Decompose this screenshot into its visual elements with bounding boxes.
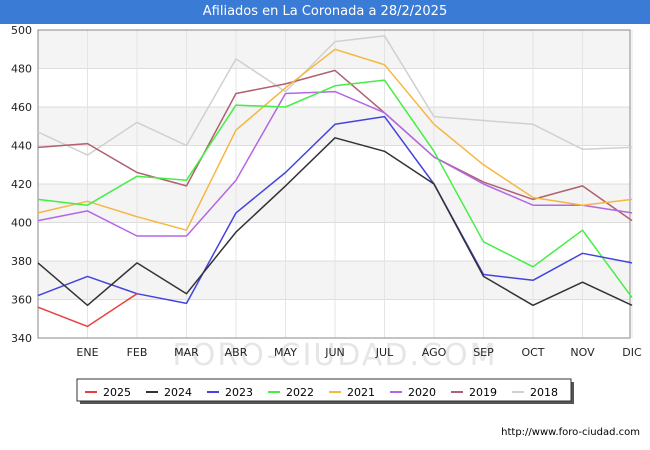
grid-lines — [38, 29, 633, 339]
legend-label-2018: 2018 — [530, 386, 558, 399]
chart-title: Afiliados en La Coronada a 28/2/2025 — [0, 0, 650, 24]
series-line-2020 — [37, 90, 633, 237]
series-line-2019 — [37, 69, 633, 222]
y-tick-label: 420 — [11, 178, 32, 191]
y-tick-label: 360 — [11, 294, 32, 307]
x-tick-label: SEP — [473, 346, 494, 359]
legend-label-2022: 2022 — [286, 386, 314, 399]
y-tick-label: 380 — [11, 255, 32, 268]
plot-frame — [37, 29, 631, 339]
y-tick-label: 460 — [11, 101, 32, 114]
legend-label-2024: 2024 — [164, 386, 192, 399]
watermark: FORO-CIUDAD.COM — [173, 338, 498, 373]
x-tick-label: ABR — [225, 346, 248, 359]
x-tick-label: DIC — [622, 346, 642, 359]
legend-label-2021: 2021 — [347, 386, 375, 399]
x-tick-label: OCT — [521, 346, 544, 359]
legend-label-2019: 2019 — [469, 386, 497, 399]
y-tick-label: 340 — [11, 332, 32, 345]
legend-label-2020: 2020 — [408, 386, 436, 399]
x-tick-label: ENE — [76, 346, 98, 359]
x-tick-label: JUL — [375, 346, 394, 359]
y-axis-ticks: 340 360 380 400 420 440 460 480 500 — [11, 24, 32, 345]
series-line-2022 — [37, 79, 633, 299]
legend: 2025 2024 2023 2022 2021 2020 2019 2018 — [76, 378, 574, 404]
plot-band — [38, 261, 630, 300]
x-tick-label: MAY — [274, 346, 297, 359]
x-tick-label: MAR — [174, 346, 199, 359]
legend-label-2023: 2023 — [225, 386, 253, 399]
series-line-2021 — [37, 48, 633, 231]
y-tick-label: 400 — [11, 217, 32, 230]
legend-box — [76, 378, 572, 402]
x-tick-label: JUN — [324, 346, 345, 359]
series-line-2025 — [37, 293, 138, 328]
y-tick-label: 440 — [11, 140, 32, 153]
series-lines — [37, 35, 633, 328]
x-tick-label: AGO — [422, 346, 447, 359]
legend-label-2025: 2025 — [103, 386, 131, 399]
series-line-2018 — [37, 35, 633, 156]
y-tick-label: 500 — [11, 24, 32, 37]
y-tick-label: 480 — [11, 63, 32, 76]
plot-band — [38, 184, 630, 223]
x-tick-label: FEB — [127, 346, 148, 359]
series-line-2024 — [37, 137, 633, 307]
source-link[interactable]: http://www.foro-ciudad.com — [501, 427, 640, 438]
x-tick-label: NOV — [570, 346, 595, 359]
x-axis-ticks: ENE FEB MAR ABR MAY JUN JUL AGO SEP OCT NOV DIC — [76, 346, 642, 359]
